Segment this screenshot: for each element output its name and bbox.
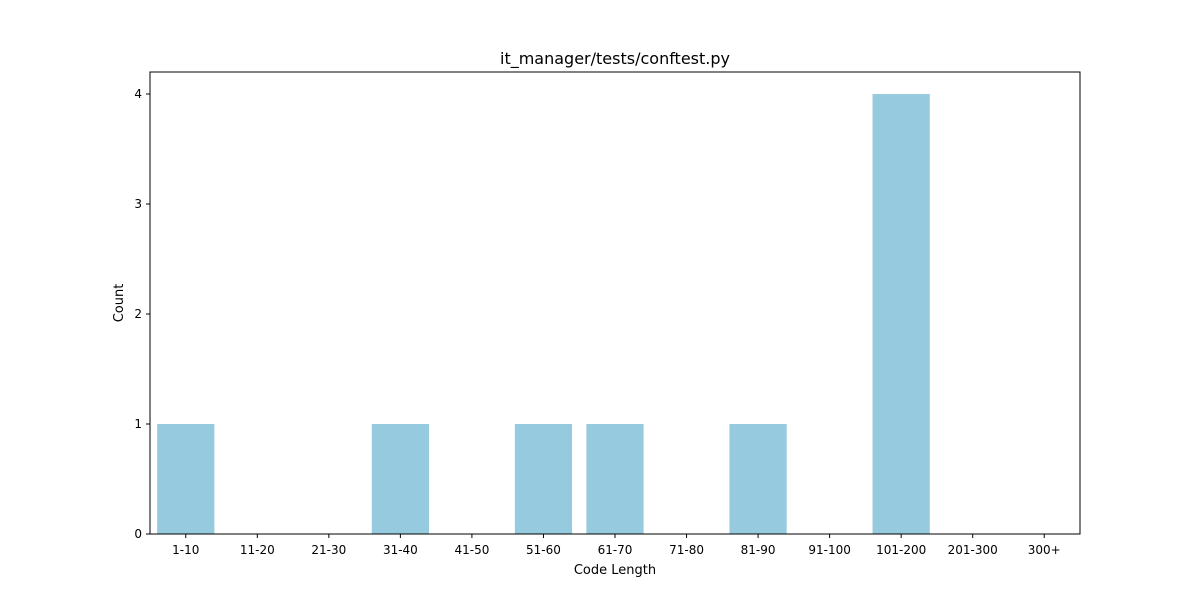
x-tick-label: 11-20 (240, 543, 275, 557)
chart-title: it_manager/tests/conftest.py (500, 49, 730, 69)
x-tick-label: 21-30 (311, 543, 346, 557)
x-axis-label: Code Length (574, 563, 656, 578)
x-tick-label: 31-40 (383, 543, 418, 557)
x-axis-ticks: 1-10 11-20 21-30 31-40 41-50 51-60 61-70 71-80 8… (172, 534, 1061, 557)
x-tick-label: 81-90 (741, 543, 776, 557)
bar-61-70 (586, 424, 644, 534)
x-tick-label: 61-70 (598, 543, 633, 557)
y-axis-label: Count (112, 284, 127, 323)
x-tick-label: 201-300 (948, 543, 998, 557)
x-tick-label: 41-50 (454, 543, 489, 557)
x-tick-label: 51-60 (526, 543, 561, 557)
x-tick-label: 71-80 (669, 543, 704, 557)
bar-101-200 (872, 94, 930, 534)
bars-group (157, 94, 930, 534)
y-tick-label: 1 (134, 417, 142, 431)
plot-frame (149, 71, 1081, 535)
x-tick-label: 300+ (1028, 543, 1061, 557)
x-tick-label: 91-100 (808, 543, 851, 557)
y-tick-label: 0 (134, 527, 142, 541)
bar-81-90 (729, 424, 787, 534)
y-tick-label: 3 (134, 197, 142, 211)
y-axis-ticks: 0 1 2 3 4 (134, 87, 150, 541)
y-tick-label: 2 (134, 307, 142, 321)
x-tick-label: 1-10 (172, 543, 199, 557)
bar-31-40 (371, 424, 429, 534)
x-tick-label: 101-200 (876, 543, 926, 557)
y-tick-label: 4 (134, 87, 142, 101)
bar-51-60 (514, 424, 573, 534)
bar-1-10 (157, 424, 215, 534)
